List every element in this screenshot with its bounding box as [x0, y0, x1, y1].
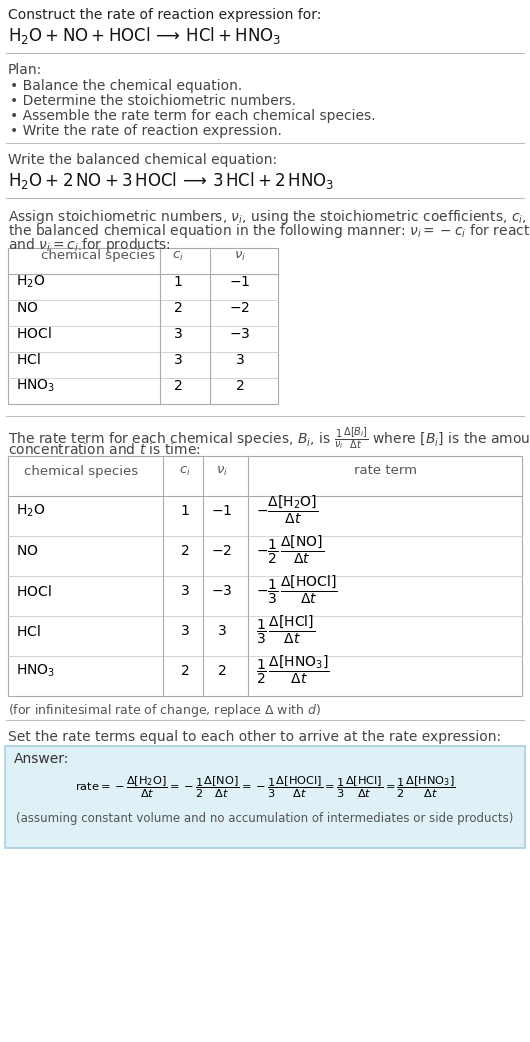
- Bar: [8, 456, 522, 696]
- Text: $3$: $3$: [217, 624, 227, 638]
- Text: $2$: $2$: [217, 664, 227, 678]
- Text: the balanced chemical equation in the following manner: $\nu_i = -c_i$ for react: the balanced chemical equation in the fo…: [8, 222, 530, 240]
- Text: $-2$: $-2$: [229, 301, 251, 315]
- Text: Plan:: Plan:: [8, 63, 42, 77]
- Text: $2$: $2$: [235, 379, 245, 393]
- Text: (for infinitesimal rate of change, replace $\Delta$ with $d$): (for infinitesimal rate of change, repla…: [8, 702, 321, 719]
- Text: $\nu_i$: $\nu_i$: [234, 249, 246, 263]
- Text: chemical species: chemical species: [41, 249, 155, 263]
- Text: Set the rate terms equal to each other to arrive at the rate expression:: Set the rate terms equal to each other t…: [8, 730, 501, 744]
- Text: rate term: rate term: [354, 465, 417, 477]
- Text: $-\dfrac{1}{2}\,\dfrac{\Delta[\mathrm{NO}]}{\Delta t}$: $-\dfrac{1}{2}\,\dfrac{\Delta[\mathrm{NO…: [256, 534, 324, 566]
- Text: $-\dfrac{\Delta[\mathrm{H_2O}]}{\Delta t}$: $-\dfrac{\Delta[\mathrm{H_2O}]}{\Delta t…: [256, 494, 318, 526]
- Text: 3: 3: [174, 353, 182, 367]
- Text: $\dfrac{1}{2}\,\dfrac{\Delta[\mathrm{HNO_3}]}{\Delta t}$: $\dfrac{1}{2}\,\dfrac{\Delta[\mathrm{HNO…: [256, 653, 330, 687]
- Text: $c_i$: $c_i$: [172, 249, 184, 263]
- Text: The rate term for each chemical species, $B_i$, is $\frac{1}{\nu_i}\frac{\Delta[: The rate term for each chemical species,…: [8, 426, 530, 452]
- Text: $-\dfrac{1}{3}\,\dfrac{\Delta[\mathrm{HOCl}]}{\Delta t}$: $-\dfrac{1}{3}\,\dfrac{\Delta[\mathrm{HO…: [256, 574, 338, 606]
- Bar: [8, 248, 278, 404]
- Text: $-3$: $-3$: [229, 327, 251, 341]
- FancyBboxPatch shape: [5, 746, 525, 848]
- Text: • Assemble the rate term for each chemical species.: • Assemble the rate term for each chemic…: [10, 109, 375, 123]
- Text: 1: 1: [181, 504, 189, 518]
- Text: 1: 1: [173, 275, 182, 289]
- Text: $\mathrm{NO}$: $\mathrm{NO}$: [16, 544, 39, 559]
- Text: Write the balanced chemical equation:: Write the balanced chemical equation:: [8, 153, 277, 167]
- Text: $\nu_i$: $\nu_i$: [216, 465, 228, 477]
- Text: $\mathrm{H_2O}$: $\mathrm{H_2O}$: [16, 274, 45, 291]
- Text: $-2$: $-2$: [211, 544, 233, 559]
- Text: $\mathrm{HNO_3}$: $\mathrm{HNO_3}$: [16, 663, 55, 679]
- Text: concentration and $t$ is time:: concentration and $t$ is time:: [8, 442, 201, 457]
- Text: $\mathrm{HCl}$: $\mathrm{HCl}$: [16, 623, 41, 639]
- Text: $3$: $3$: [235, 353, 245, 367]
- Text: • Write the rate of reaction expression.: • Write the rate of reaction expression.: [10, 124, 282, 138]
- Text: $\mathrm{NO}$: $\mathrm{NO}$: [16, 301, 39, 315]
- Text: (assuming constant volume and no accumulation of intermediates or side products): (assuming constant volume and no accumul…: [16, 812, 514, 825]
- Text: $\mathrm{HCl}$: $\mathrm{HCl}$: [16, 352, 41, 368]
- Text: Construct the rate of reaction expression for:: Construct the rate of reaction expressio…: [8, 8, 321, 22]
- Text: Answer:: Answer:: [14, 752, 69, 766]
- Text: and $\nu_i = c_i$ for products:: and $\nu_i = c_i$ for products:: [8, 235, 171, 254]
- Text: 3: 3: [181, 624, 189, 638]
- Text: $\mathrm{HOCl}$: $\mathrm{HOCl}$: [16, 326, 51, 342]
- Text: $c_i$: $c_i$: [179, 465, 191, 477]
- Text: $\mathrm{H_2O}$: $\mathrm{H_2O}$: [16, 503, 45, 519]
- Text: 2: 2: [174, 301, 182, 315]
- Text: 2: 2: [181, 544, 189, 559]
- Text: $-1$: $-1$: [229, 275, 251, 289]
- Text: 3: 3: [181, 584, 189, 598]
- Text: $-3$: $-3$: [211, 584, 233, 598]
- Text: $\mathrm{H_2O + 2\,NO + 3\,HOCl}$$\,\longrightarrow\,$$\mathrm{3\,HCl + 2\,HNO_3: $\mathrm{H_2O + 2\,NO + 3\,HOCl}$$\,\lon…: [8, 170, 334, 191]
- Text: Assign stoichiometric numbers, $\nu_i$, using the stoichiometric coefficients, $: Assign stoichiometric numbers, $\nu_i$, …: [8, 208, 530, 226]
- Text: $\mathrm{H_2O + NO + HOCl}$$\,\longrightarrow\,$$\mathrm{HCl + HNO_3}$: $\mathrm{H_2O + NO + HOCl}$$\,\longright…: [8, 25, 281, 46]
- Text: $\dfrac{1}{3}\,\dfrac{\Delta[\mathrm{HCl}]}{\Delta t}$: $\dfrac{1}{3}\,\dfrac{\Delta[\mathrm{HCl…: [256, 614, 315, 646]
- Text: $\mathrm{HOCl}$: $\mathrm{HOCl}$: [16, 584, 51, 598]
- Text: 2: 2: [181, 664, 189, 678]
- Text: 2: 2: [174, 379, 182, 393]
- Text: • Determine the stoichiometric numbers.: • Determine the stoichiometric numbers.: [10, 94, 296, 108]
- Text: • Balance the chemical equation.: • Balance the chemical equation.: [10, 79, 242, 93]
- Text: $-1$: $-1$: [211, 504, 233, 518]
- Text: $\mathrm{HNO_3}$: $\mathrm{HNO_3}$: [16, 378, 55, 394]
- Text: $\mathrm{rate} = -\dfrac{\Delta[\mathrm{H_2O}]}{\Delta t} = -\dfrac{1}{2}\dfrac{: $\mathrm{rate} = -\dfrac{\Delta[\mathrm{…: [75, 774, 455, 799]
- Text: 3: 3: [174, 327, 182, 341]
- Text: chemical species: chemical species: [24, 465, 138, 477]
